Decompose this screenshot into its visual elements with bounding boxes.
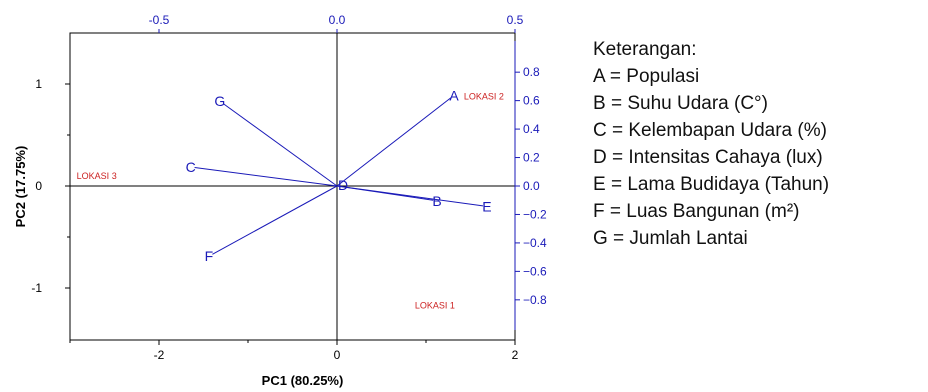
legend-title: Keterangan: (593, 39, 697, 60)
score-label: LOKASI 3 (77, 171, 117, 181)
legend: Keterangan: A = Populasi B = Suhu Udara … (593, 36, 829, 252)
loading-label-f: F (205, 248, 214, 264)
x-tick-label: 0 (334, 348, 341, 362)
right-tick-label: −0.2 (523, 207, 547, 221)
loading-label-d: D (338, 177, 348, 193)
loading-label-g: G (214, 93, 225, 109)
loading-label-c: C (186, 159, 196, 175)
y-tick-label: 0 (35, 179, 42, 193)
legend-item-b: B = Suhu Udara (C°) (593, 93, 768, 114)
loading-label-a: A (449, 87, 459, 103)
loading-vector-e (336, 185, 484, 207)
loading-vector-a (336, 97, 452, 187)
legend-item-d: D = Intensitas Cahaya (lux) (593, 147, 823, 168)
y-axis-label: PC2 (17.75%) (13, 146, 28, 228)
top-tick-label: -0.5 (149, 13, 170, 27)
y-tick-label: -1 (31, 281, 42, 295)
right-tick-label: 0.4 (523, 122, 540, 136)
loading-vector-c (194, 167, 338, 187)
top-tick-label: 0.5 (507, 13, 524, 27)
loading-vector-f (212, 185, 338, 255)
biplot-chart: -2 0 2 1 0 -1 -0.5 0.0 0.5 0.8 0.6 0.4 0.2 0.0 −0.2 −0.… (13, 13, 547, 388)
x-axis-label: PC1 (80.25%) (262, 373, 344, 388)
right-tick-label: −0.4 (523, 236, 547, 250)
legend-item-c: C = Kelembapan Udara (%) (593, 120, 827, 141)
right-tick-label: −0.8 (523, 293, 547, 307)
loading-vector-g (222, 103, 338, 187)
right-tick-label: −0.6 (523, 264, 547, 278)
legend-item-a: A = Populasi (593, 66, 700, 87)
loading-label-e: E (482, 198, 491, 214)
right-tick-label: 0.0 (523, 179, 540, 193)
loading-label-b: B (432, 193, 441, 209)
score-label: LOKASI 1 (415, 300, 455, 310)
score-label: LOKASI 2 (464, 91, 504, 101)
legend-item-g: G = Jumlah Lantai (593, 228, 748, 249)
legend-item-f: F = Luas Bangunan (m²) (593, 201, 800, 222)
y-tick-label: 1 (35, 77, 42, 91)
right-tick-label: 0.2 (523, 151, 540, 165)
top-tick-label: 0.0 (329, 13, 346, 27)
x-tick-label: -2 (154, 348, 165, 362)
x-tick-label: 2 (512, 348, 519, 362)
right-tick-label: 0.6 (523, 94, 540, 108)
legend-item-e: E = Lama Budidaya (Tahun) (593, 174, 830, 195)
right-tick-label: 0.8 (523, 65, 540, 79)
